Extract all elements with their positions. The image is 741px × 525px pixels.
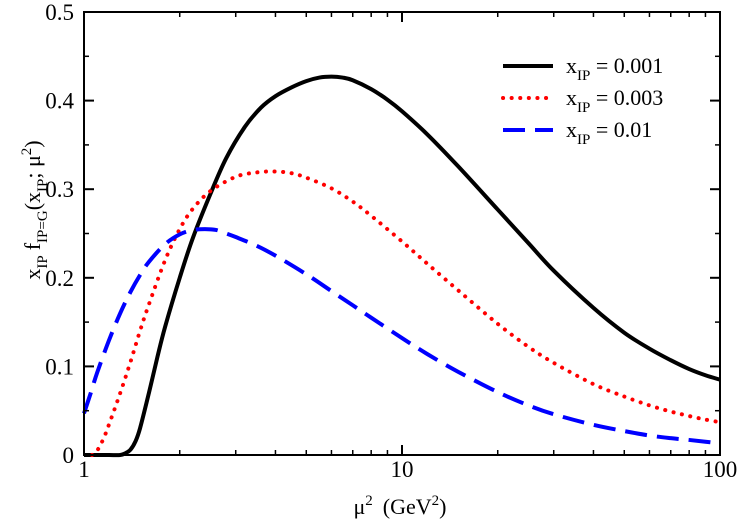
ticks-layer: 1 10 100 0 0.1 0.2 0.3 0.4 0.5	[45, 0, 737, 482]
y-tick-label: 0	[63, 443, 75, 468]
x-tick-label: 10	[391, 457, 414, 482]
x-tick-label: 1	[78, 457, 90, 482]
legend-label-2: xIP = 0.003	[566, 85, 663, 116]
legend-label-1: xIP = 0.001	[566, 53, 663, 84]
y-axis-label: xIPfIP=G(xIP; μ2)	[19, 140, 51, 279]
series-line-2	[90, 169, 722, 457]
series-layer	[82, 74, 722, 458]
y-tick-label: 0.3	[45, 177, 74, 202]
series-line-3	[82, 227, 721, 446]
y-tick-label: 0.4	[45, 89, 74, 114]
x-tick-label: 100	[703, 457, 738, 482]
y-tick-label: 0.2	[45, 266, 74, 291]
x-axis-label: μ2 (GeV2)	[354, 493, 447, 519]
series-line-1	[83, 74, 721, 458]
y-tick-label: 0.1	[45, 354, 74, 379]
legend-label-3: xIP = 0.01	[566, 117, 652, 148]
y-tick-label: 0.5	[45, 0, 74, 25]
plot-frame	[83, 11, 721, 456]
